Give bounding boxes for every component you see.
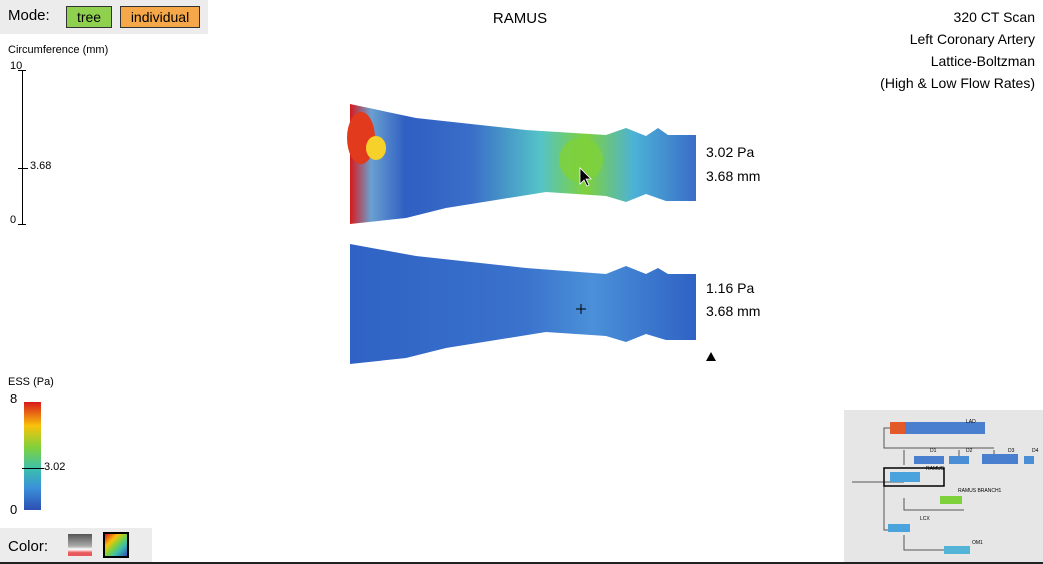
crosshair-icon xyxy=(576,304,586,314)
scan-info: 320 CT Scan Left Coronary Artery Lattice… xyxy=(880,6,1035,94)
high-flow-diameter: 3.68 mm xyxy=(706,168,761,184)
circumference-tick xyxy=(18,70,26,71)
cursor-arrow-icon xyxy=(579,167,592,187)
ess-min-label: 0 xyxy=(10,502,18,517)
ess-max-label: 8 xyxy=(10,391,18,406)
minimap-label: RAMUS BRANCH1 xyxy=(958,488,1002,494)
minimap-label: LCX xyxy=(920,516,930,522)
rainbow-colormap-button[interactable] xyxy=(103,532,129,558)
triangle-up-icon[interactable] xyxy=(705,350,717,362)
vessel-low-flow-shape xyxy=(350,244,696,364)
scan-info-line: Left Coronary Artery xyxy=(909,31,1035,47)
vessel-title: RAMUS xyxy=(492,10,548,27)
mode-panel: Mode: tree individual xyxy=(0,0,208,34)
circumference-marker-label: 3.68 xyxy=(30,160,52,172)
low-flow-pressure: 1.16 Pa xyxy=(706,280,755,296)
minimap-label: D2 xyxy=(966,448,973,454)
circumference-tick xyxy=(18,224,26,225)
vessel-tree-minimap[interactable]: LAD D1 D2 D3 D4 RAMUS RAMUS BRANCH1 LCX … xyxy=(844,410,1043,564)
vessel-high-flow[interactable] xyxy=(346,98,701,230)
scan-info-line: Lattice-Boltzman xyxy=(930,53,1035,69)
high-ess-hotspot xyxy=(366,136,386,160)
minimap-label: D1 xyxy=(930,448,937,454)
color-label: Color: xyxy=(8,538,49,555)
circumference-axis-line xyxy=(22,70,23,225)
circumference-min-label: 0 xyxy=(10,214,17,226)
bottom-border xyxy=(0,562,1043,564)
scan-info-line: 320 CT Scan xyxy=(953,9,1035,25)
high-flow-pressure: 3.02 Pa xyxy=(706,144,755,160)
minimap-label: LAD xyxy=(966,419,976,425)
mode-label: Mode: xyxy=(8,7,50,24)
minimap-label: D4 xyxy=(1032,448,1039,454)
minimap-label: OM1 xyxy=(972,540,983,546)
vessel-low-flow[interactable] xyxy=(346,240,701,370)
circumference-marker-tick[interactable] xyxy=(18,168,28,169)
ess-colorbar xyxy=(24,402,41,510)
circumference-max-label: 10 xyxy=(10,60,23,72)
minimap-label: RAMUS xyxy=(926,466,945,472)
ess-marker-tick[interactable] xyxy=(22,468,44,469)
ess-axis-label: ESS (Pa) xyxy=(8,376,54,388)
scan-info-line: (High & Low Flow Rates) xyxy=(880,75,1035,91)
ess-marker-label: 3.02 xyxy=(44,461,66,473)
tree-mode-button[interactable]: tree xyxy=(66,6,112,28)
vessel-high-flow-shape xyxy=(350,104,696,224)
color-panel: Color: xyxy=(0,528,152,564)
low-flow-diameter: 3.68 mm xyxy=(706,303,761,319)
individual-mode-button[interactable]: individual xyxy=(120,6,200,28)
minimap-label: D3 xyxy=(1008,448,1015,454)
circumference-axis-label: Circumference (mm) xyxy=(8,44,109,56)
grayscale-colormap-button[interactable] xyxy=(68,534,92,556)
mid-ess-region xyxy=(559,138,603,182)
